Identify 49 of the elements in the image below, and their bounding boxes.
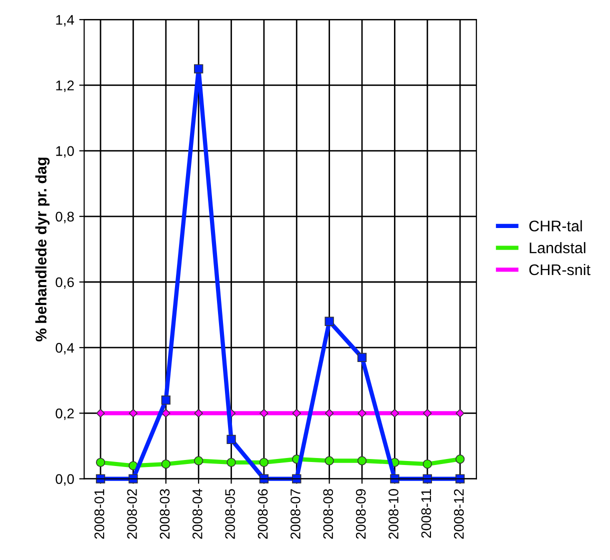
point [162,408,170,418]
point [456,408,464,418]
y-tick-label: 0,8 [56,212,74,224]
point [324,408,334,418]
point [422,459,432,469]
x-tick-label: 2008-02 [127,489,137,539]
point [161,395,170,405]
point [194,408,203,418]
x-tick-label: 2008-11 [421,489,432,538]
legend-label: CHR-tal [529,220,582,232]
x-tick-label: 2008-01 [94,489,104,539]
x-tick-label: 2008-07 [290,489,300,539]
point [357,352,367,362]
point [128,408,138,418]
x-tick-label: 2008-04 [192,488,202,539]
point [194,456,204,466]
point [194,64,204,74]
y-tick-label: 0,4 [56,342,74,354]
point [259,458,269,467]
y-axis-title: % behandlede dyr pr. dag [35,158,50,342]
x-tick-label: 2008-08 [323,489,334,539]
x-tick-label: 2008-12 [454,489,464,539]
y-tick-label: 1,4 [56,15,74,26]
x-tick-label: 2008-06 [258,489,268,539]
point [226,458,236,467]
y-tick-label: 0,0 [56,474,74,486]
legend-label: Landstal [530,242,586,254]
y-tick-label: 1,2 [56,80,74,92]
point [357,456,367,466]
y-tick-label: 0,6 [56,277,74,289]
point [226,434,236,444]
x-tick-label: 2008-03 [160,489,170,539]
point [358,408,366,418]
point [390,408,400,418]
x-tick-label: 2008-05 [225,489,235,539]
y-tick-label: 1,0 [56,146,74,158]
y-tick-label: 0,2 [56,408,74,420]
point [96,458,106,467]
point [324,456,334,466]
point [423,408,432,418]
point [324,316,334,326]
x-tick-label: 2008-10 [388,489,398,539]
x-tick-label: 2008-09 [356,489,366,539]
point [292,408,301,418]
point [96,408,105,418]
point [161,459,170,469]
point [260,408,268,418]
legend-label: CHR-snit [529,264,590,276]
point [455,454,465,464]
